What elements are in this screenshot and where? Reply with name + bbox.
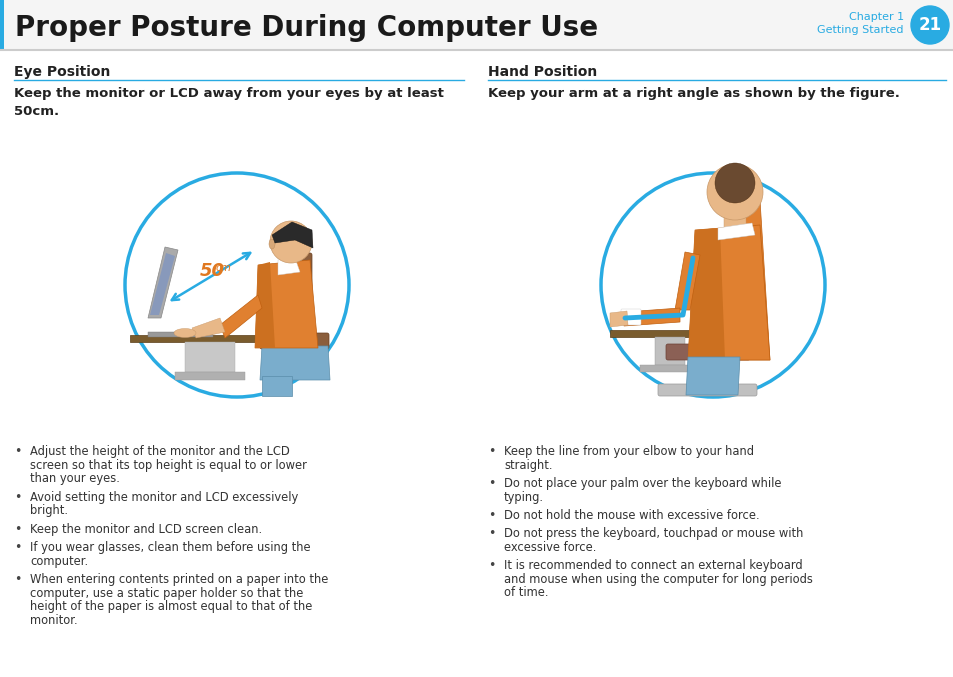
FancyBboxPatch shape: [0, 0, 4, 50]
FancyBboxPatch shape: [655, 337, 684, 365]
FancyBboxPatch shape: [700, 358, 714, 388]
Text: Keep the line from your elbow to your hand: Keep the line from your elbow to your ha…: [503, 445, 753, 458]
Circle shape: [125, 173, 349, 397]
Text: •: •: [488, 509, 495, 522]
Polygon shape: [718, 223, 754, 240]
Polygon shape: [687, 228, 724, 360]
Text: Do not hold the mouse with excessive force.: Do not hold the mouse with excessive for…: [503, 509, 759, 522]
Polygon shape: [675, 252, 700, 310]
FancyBboxPatch shape: [130, 335, 310, 342]
Text: straight.: straight.: [503, 458, 552, 471]
FancyBboxPatch shape: [609, 330, 749, 337]
Polygon shape: [150, 253, 174, 315]
Text: •: •: [488, 527, 495, 540]
Text: than your eyes.: than your eyes.: [30, 472, 120, 485]
Polygon shape: [260, 346, 330, 380]
Text: Do not place your palm over the keyboard while: Do not place your palm over the keyboard…: [503, 477, 781, 490]
Text: bright.: bright.: [30, 504, 68, 517]
FancyBboxPatch shape: [148, 332, 213, 337]
Text: When entering contents printed on a paper into the: When entering contents printed on a pape…: [30, 573, 328, 586]
Text: If you wear glasses, clean them before using the: If you wear glasses, clean them before u…: [30, 541, 311, 554]
Polygon shape: [623, 308, 679, 326]
Text: •: •: [14, 445, 21, 458]
Text: Hand Position: Hand Position: [488, 65, 597, 79]
Text: height of the paper is almost equal to that of the: height of the paper is almost equal to t…: [30, 600, 312, 613]
Text: computer, use a static paper holder so that the: computer, use a static paper holder so t…: [30, 586, 303, 600]
Text: It is recommended to connect an external keyboard: It is recommended to connect an external…: [503, 559, 801, 573]
Text: Keep your arm at a right angle as shown by the figure.: Keep your arm at a right angle as shown …: [488, 87, 899, 100]
FancyBboxPatch shape: [174, 372, 245, 380]
FancyBboxPatch shape: [658, 384, 757, 396]
FancyBboxPatch shape: [185, 342, 234, 372]
Text: 50: 50: [200, 262, 225, 280]
Polygon shape: [277, 258, 299, 275]
FancyBboxPatch shape: [665, 344, 749, 360]
Polygon shape: [254, 260, 317, 348]
Text: Adjust the height of the monitor and the LCD: Adjust the height of the monitor and the…: [30, 445, 290, 458]
Text: •: •: [488, 477, 495, 490]
Text: monitor.: monitor.: [30, 613, 77, 626]
Text: computer.: computer.: [30, 554, 88, 567]
Text: •: •: [14, 541, 21, 554]
FancyBboxPatch shape: [260, 333, 329, 349]
Text: Keep the monitor and LCD screen clean.: Keep the monitor and LCD screen clean.: [30, 523, 262, 536]
FancyBboxPatch shape: [262, 376, 292, 396]
Text: Getting Started: Getting Started: [817, 25, 903, 35]
Circle shape: [910, 6, 948, 44]
Circle shape: [714, 163, 754, 203]
Text: typing.: typing.: [503, 491, 543, 504]
Polygon shape: [687, 225, 769, 360]
FancyBboxPatch shape: [639, 365, 700, 372]
Circle shape: [600, 173, 824, 397]
FancyBboxPatch shape: [288, 253, 312, 347]
Polygon shape: [685, 357, 740, 395]
Polygon shape: [148, 247, 178, 318]
Text: •: •: [14, 523, 21, 536]
Text: screen so that its top height is equal to or lower: screen so that its top height is equal t…: [30, 458, 307, 471]
Text: •: •: [488, 445, 495, 458]
FancyBboxPatch shape: [620, 309, 640, 325]
Polygon shape: [609, 311, 627, 327]
Ellipse shape: [269, 239, 274, 249]
Text: Eye Position: Eye Position: [14, 65, 111, 79]
Circle shape: [270, 221, 312, 263]
Text: cm: cm: [215, 263, 232, 273]
Polygon shape: [254, 262, 274, 348]
Circle shape: [706, 164, 762, 220]
Text: Do not press the keyboard, touchpad or mouse with: Do not press the keyboard, touchpad or m…: [503, 527, 802, 540]
Text: 21: 21: [918, 16, 941, 34]
Text: Proper Posture During Computer Use: Proper Posture During Computer Use: [15, 14, 598, 42]
FancyBboxPatch shape: [0, 0, 953, 50]
Polygon shape: [272, 222, 313, 248]
Text: •: •: [488, 559, 495, 573]
Polygon shape: [740, 200, 769, 360]
Text: excessive force.: excessive force.: [503, 541, 596, 554]
Text: Keep the monitor or LCD away from your eyes by at least
50cm.: Keep the monitor or LCD away from your e…: [14, 87, 443, 118]
Text: •: •: [14, 491, 21, 504]
Polygon shape: [220, 295, 262, 338]
Polygon shape: [192, 318, 225, 338]
Ellipse shape: [173, 328, 195, 338]
Text: Avoid setting the monitor and LCD excessively: Avoid setting the monitor and LCD excess…: [30, 491, 298, 504]
Text: of time.: of time.: [503, 586, 548, 600]
Text: and mouse when using the computer for long periods: and mouse when using the computer for lo…: [503, 573, 812, 586]
FancyBboxPatch shape: [723, 209, 745, 236]
Text: •: •: [14, 573, 21, 586]
Text: Chapter 1: Chapter 1: [848, 12, 903, 22]
